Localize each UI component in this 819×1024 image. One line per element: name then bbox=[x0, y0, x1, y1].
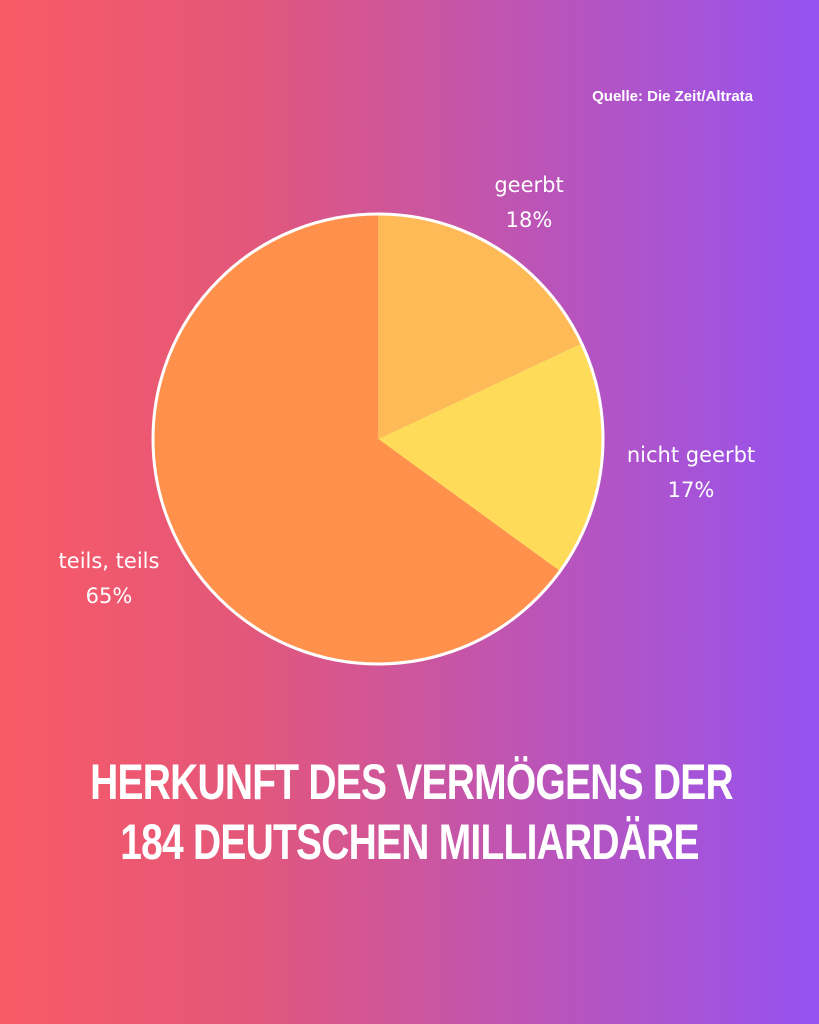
pie-slice-teils-teils bbox=[153, 214, 561, 664]
pie-chart: geerbt 18% nicht geerbt 17% teils, teils… bbox=[59, 173, 755, 666]
slice-value-geerbt: 18% bbox=[506, 208, 553, 232]
pie-slice-nicht-geerbt bbox=[378, 343, 603, 572]
title-line-2: 184 DEUTSCHEN MILLIARDÄRE bbox=[120, 814, 699, 870]
source-note: Quelle: Die Zeit/Altrata bbox=[592, 88, 753, 105]
slice-label-teils-teils: teils, teils bbox=[59, 549, 160, 573]
slice-label-nicht-geerbt: nicht geerbt bbox=[627, 443, 755, 467]
slice-value-nicht-geerbt: 17% bbox=[668, 478, 715, 502]
pie-slice-geerbt bbox=[378, 214, 582, 439]
chart-title: HERKUNFT DES VERMÖGENS DER 184 DEUTSCHEN… bbox=[90, 752, 734, 872]
pie-outline bbox=[151, 212, 605, 666]
pie-slices bbox=[153, 214, 603, 664]
slice-label-geerbt: geerbt bbox=[494, 173, 563, 197]
title-line-1: HERKUNFT DES VERMÖGENS DER bbox=[90, 754, 734, 810]
slice-value-teils-teils: 65% bbox=[86, 584, 133, 608]
